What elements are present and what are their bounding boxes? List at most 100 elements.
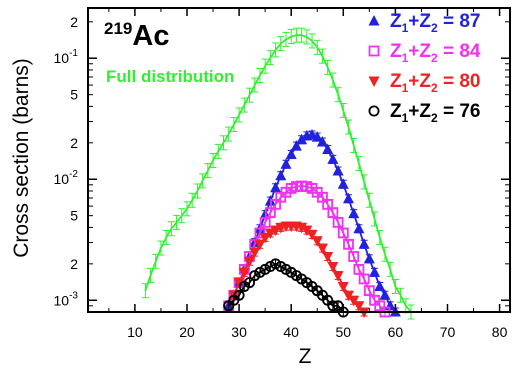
marker-circle: [270, 258, 282, 270]
y-tick-label: 2: [70, 14, 78, 30]
y-tick-label: 10-2: [54, 169, 79, 187]
marker-triangle-up: [337, 178, 349, 189]
x-tick-label: 20: [179, 324, 195, 340]
x-axis-label: Z: [299, 345, 312, 368]
marker-triangle-up: [327, 153, 339, 164]
legend-label: Z1+Z2 = 87: [390, 11, 480, 35]
y-tick-label: 2: [70, 135, 78, 151]
marker-triangle-down: [254, 239, 266, 251]
legend-label-part: Z: [390, 11, 402, 32]
legend-label-part: +Z: [408, 71, 431, 92]
marker-square: [343, 238, 354, 250]
legend-label-part: +Z: [408, 11, 431, 32]
marker-triangle-down: [249, 247, 261, 259]
legend-label-subscript: 2: [431, 111, 438, 125]
marker-triangle-up: [275, 169, 287, 181]
y-tick-label: 2: [70, 256, 78, 272]
series-1: [141, 27, 415, 320]
legend-label: Z1+Z2 = 76: [390, 101, 480, 125]
marker-circle: [327, 300, 339, 312]
chart-title: 219Ac: [104, 19, 169, 52]
legend-label-subscript: 2: [431, 21, 438, 35]
marker-triangle-down: [316, 243, 328, 255]
y-tick-label-base: 5: [70, 208, 78, 224]
y-tick-label: 5: [70, 208, 78, 224]
legend-label-part: +Z: [408, 41, 431, 62]
y-tick-label-base: 5: [70, 87, 78, 103]
y-tick-label: 10-3: [54, 290, 79, 308]
marker-triangle-up: [369, 266, 381, 277]
marker-triangle-up: [368, 15, 380, 26]
marker-triangle-down: [337, 281, 349, 293]
x-tick-label: 70: [440, 324, 456, 340]
marker-triangle-up: [348, 207, 360, 219]
marker-triangle-down: [368, 76, 380, 87]
y-tick-label-exponent: -3: [69, 290, 78, 301]
marker-triangle-up: [285, 148, 297, 160]
marker-triangle-up: [358, 238, 370, 249]
marker-triangle-up: [322, 143, 334, 155]
marker-triangle-up: [332, 164, 344, 176]
legend-label-part: Z: [390, 41, 402, 62]
legend-label-subscript: 1: [402, 51, 409, 65]
y-tick-label-base: 10: [54, 292, 70, 308]
marker-triangle-down: [348, 295, 360, 307]
y-tick-label-base: 10: [54, 50, 70, 66]
legend-label-subscript: 1: [402, 21, 409, 35]
marker-triangle-up: [290, 140, 302, 151]
x-tick-label: 50: [335, 324, 351, 340]
marker-square: [348, 251, 360, 262]
marker-circle: [368, 105, 380, 117]
legend-label-part: = 80: [438, 71, 481, 92]
legend-label: Z1+Z2 = 80: [390, 71, 480, 95]
marker-triangle-up: [280, 158, 292, 169]
legend-label-part: Z: [390, 101, 402, 122]
legend-entry: Z1+Z2 = 84: [368, 41, 481, 65]
marker-triangle-down: [244, 256, 256, 268]
marker-triangle-down: [332, 271, 344, 282]
x-tick-label: 40: [283, 324, 299, 340]
y-tick-label-base: 2: [70, 135, 78, 151]
marker-triangle-up: [342, 192, 354, 204]
chart-title-main: Ac: [132, 20, 169, 52]
series-line: [144, 34, 412, 313]
legend-label-subscript: 1: [402, 81, 409, 95]
marker-triangle-up: [296, 133, 308, 145]
marker-triangle-up: [353, 222, 365, 234]
marker-square: [332, 216, 344, 228]
y-tick-label: 10-1: [54, 48, 79, 66]
y-axis-label: Cross section (barns): [10, 58, 33, 258]
x-tick-label: 80: [492, 324, 508, 340]
y-tick-label-exponent: -1: [69, 48, 78, 59]
y-tick-label-base: 2: [70, 14, 78, 30]
marker-triangle-down: [327, 262, 339, 273]
marker-triangle-down: [306, 229, 318, 241]
legend-entry: Z1+Z2 = 76: [368, 101, 480, 125]
legend-entry: Z1+Z2 = 87: [368, 11, 480, 35]
y-tick-label-exponent: -2: [69, 169, 78, 180]
marker-triangle-down: [322, 251, 334, 263]
legend-label-part: +Z: [408, 101, 431, 122]
marker-triangle-down: [233, 278, 245, 289]
legend-label-subscript: 2: [431, 81, 438, 95]
legend-label-subscript: 2: [431, 51, 438, 65]
marker-triangle-up: [363, 252, 375, 264]
chart-title-superscript: 219: [104, 19, 132, 38]
legend-label-part: = 76: [438, 101, 481, 122]
marker-triangle-down: [301, 225, 313, 237]
y-tick-label-base: 10: [54, 171, 70, 187]
legend-label: Z1+Z2 = 84: [390, 41, 481, 65]
marker-triangle-up: [270, 181, 282, 193]
y-tick-label: 5: [70, 87, 78, 103]
marker-square: [368, 45, 380, 57]
marker-triangle-up: [379, 289, 391, 300]
marker-triangle-down: [311, 236, 323, 247]
series-3: [223, 180, 391, 318]
marker-triangle-down: [353, 301, 365, 312]
legend-label-subscript: 1: [402, 111, 409, 125]
marker-triangle-up: [311, 131, 323, 142]
series-4: [228, 221, 370, 318]
